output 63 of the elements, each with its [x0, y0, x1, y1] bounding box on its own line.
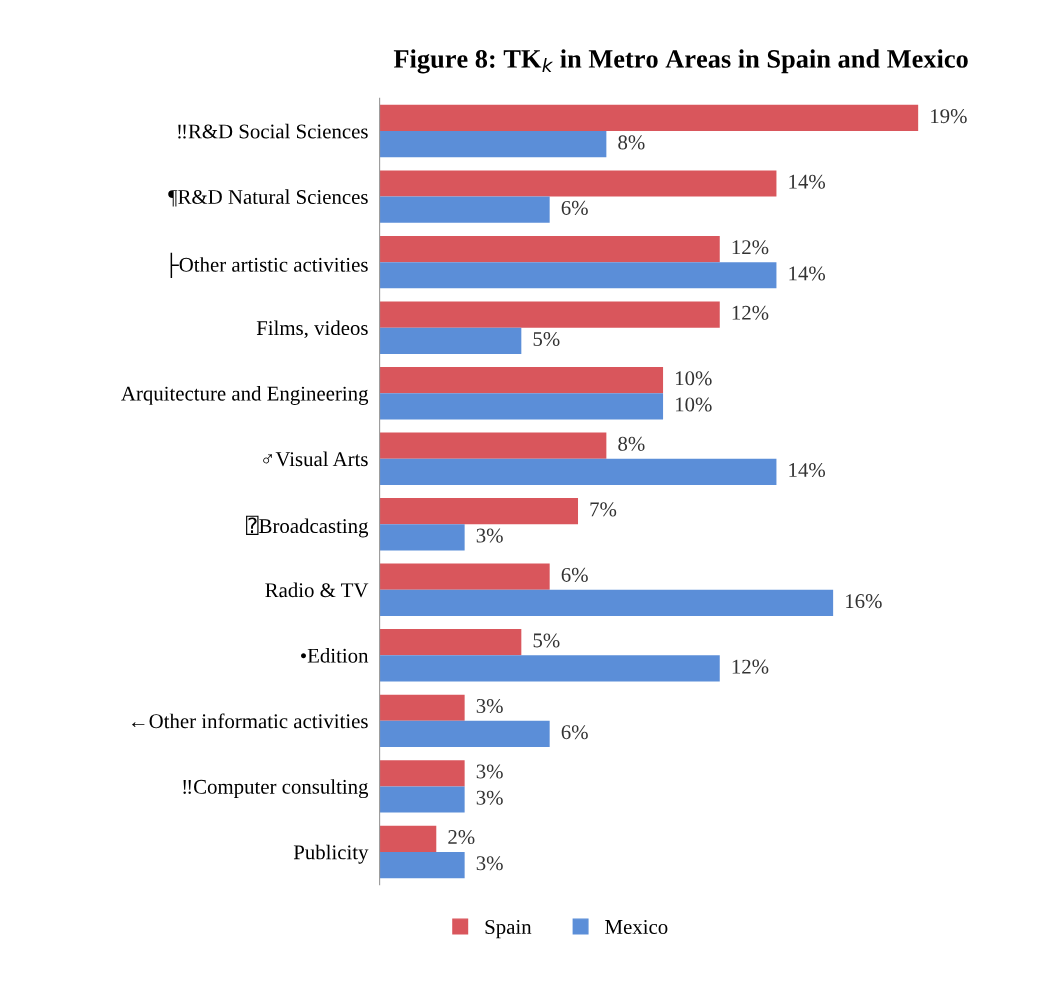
bar: [379, 301, 720, 328]
data-label: 6%: [561, 200, 588, 215]
data-label: 10%: [676, 371, 712, 386]
bar: [379, 851, 465, 879]
data-label: 7%: [590, 502, 617, 517]
data-label: 3%: [476, 790, 503, 805]
bar: [379, 720, 550, 748]
data-label: 5%: [533, 633, 560, 648]
bar: [379, 458, 777, 485]
data-label: 14%: [789, 463, 826, 478]
data-label: 12%: [732, 305, 769, 320]
data-label: 10%: [676, 397, 712, 412]
bar: [379, 196, 550, 223]
bar: [379, 432, 607, 459]
data-label: 14%: [789, 266, 826, 281]
bar: [379, 629, 522, 656]
y-tick-label: ♂Visual Arts: [263, 451, 368, 467]
data-label: 3%: [476, 856, 503, 871]
y-tick-label: ¶R&D Natural Sciences: [168, 189, 368, 207]
bar: [379, 104, 919, 132]
bar: [379, 235, 720, 263]
data-label: 12%: [732, 240, 769, 255]
bar: [379, 327, 522, 354]
bar: [379, 498, 579, 525]
bar: [379, 694, 465, 721]
data-label: 6%: [561, 567, 588, 582]
bar: [379, 524, 465, 551]
data-label: 2%: [448, 829, 475, 845]
bar: [379, 170, 777, 197]
bar: [379, 366, 664, 394]
bar: [379, 760, 465, 787]
y-tick-label: ‼R&D Social Sciences: [178, 123, 368, 139]
data-label: 16%: [846, 594, 882, 609]
chart-title: Figure 8: TK$_{k}$ in Metro Areas in Spain and Mexico: [393, 49, 968, 74]
y-tick-label: Publicity: [293, 844, 369, 864]
data-label: 19%: [931, 109, 967, 124]
data-label: 3%: [476, 528, 503, 543]
bar: [379, 262, 777, 289]
legend-label: Mexico: [605, 919, 668, 934]
bar: [379, 131, 607, 158]
data-label: 3%: [476, 698, 503, 714]
y-tick-label: Films, videos: [256, 320, 368, 339]
data-label: 8%: [618, 135, 645, 150]
y-tick-label: ├Other artistic activities: [170, 252, 368, 278]
y-tick-label: Radio & TV: [265, 582, 369, 598]
y-tick-label: ←Other informatic activities: [132, 713, 368, 729]
bar: [379, 393, 664, 420]
y-tick-label: Arquitecture and Engineering: [121, 385, 369, 405]
data-label: 5%: [533, 331, 560, 347]
data-label: 12%: [732, 659, 769, 674]
y-tick-label: •Edition: [301, 648, 369, 663]
bar: [379, 563, 550, 590]
data-label: 3%: [476, 764, 503, 779]
bar: [379, 655, 720, 682]
y-tick-label: ⍰Broadcasting: [246, 515, 369, 538]
data-label: 6%: [561, 725, 588, 740]
data-label: 14%: [789, 174, 826, 189]
y-tick-label: ‼Computer consulting: [183, 779, 369, 799]
data-label: 8%: [618, 436, 645, 451]
bar: [379, 786, 465, 813]
legend-label: Spain: [485, 919, 532, 939]
bar: [379, 589, 834, 617]
bar: [379, 825, 437, 852]
